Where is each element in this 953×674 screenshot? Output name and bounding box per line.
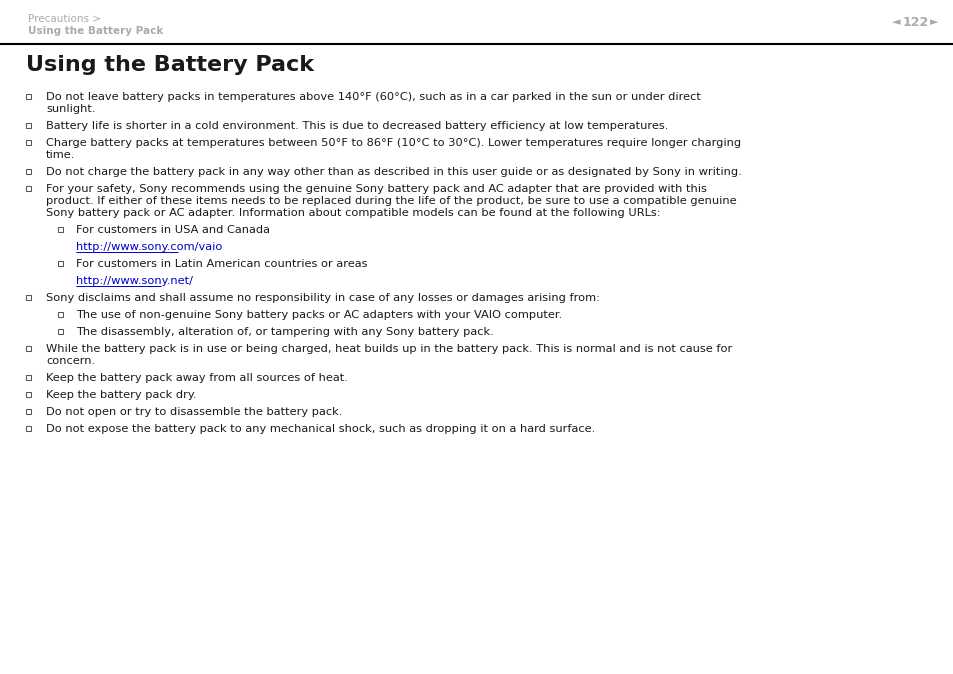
Text: Keep the battery pack dry.: Keep the battery pack dry. bbox=[46, 390, 196, 400]
Text: http://www.sony.com/vaio: http://www.sony.com/vaio bbox=[76, 242, 222, 252]
Text: sunlight.: sunlight. bbox=[46, 104, 95, 114]
Text: The use of non-genuine Sony battery packs or AC adapters with your VAIO computer: The use of non-genuine Sony battery pack… bbox=[76, 310, 561, 320]
Text: Battery life is shorter in a cold environment. This is due to decreased battery : Battery life is shorter in a cold enviro… bbox=[46, 121, 668, 131]
Text: Precautions >: Precautions > bbox=[28, 14, 101, 24]
Text: Do not charge the battery pack in any way other than as described in this user g: Do not charge the battery pack in any wa… bbox=[46, 167, 741, 177]
Text: Do not leave battery packs in temperatures above 140°F (60°C), such as in a car : Do not leave battery packs in temperatur… bbox=[46, 92, 700, 102]
Text: For customers in Latin American countries or areas: For customers in Latin American countrie… bbox=[76, 259, 367, 269]
Bar bbox=[26, 425, 31, 431]
Text: ◄: ◄ bbox=[890, 17, 899, 27]
Text: For your safety, Sony recommends using the genuine Sony battery pack and AC adap: For your safety, Sony recommends using t… bbox=[46, 184, 706, 194]
Text: The disassembly, alteration of, or tampering with any Sony battery pack.: The disassembly, alteration of, or tampe… bbox=[76, 327, 494, 337]
Text: While the battery pack is in use or being charged, heat builds up in the battery: While the battery pack is in use or bein… bbox=[46, 344, 732, 354]
Text: concern.: concern. bbox=[46, 356, 95, 366]
Bar bbox=[58, 226, 64, 232]
Bar bbox=[26, 346, 31, 351]
Bar bbox=[26, 408, 31, 414]
Bar bbox=[58, 328, 64, 334]
Text: time.: time. bbox=[46, 150, 75, 160]
Text: http://www.sony.net/: http://www.sony.net/ bbox=[76, 276, 193, 286]
Text: Keep the battery pack away from all sources of heat.: Keep the battery pack away from all sour… bbox=[46, 373, 348, 383]
Text: Do not open or try to disassemble the battery pack.: Do not open or try to disassemble the ba… bbox=[46, 407, 342, 417]
Text: Sony battery pack or AC adapter. Information about compatible models can be foun: Sony battery pack or AC adapter. Informa… bbox=[46, 208, 659, 218]
Bar bbox=[26, 123, 31, 128]
Text: Do not expose the battery pack to any mechanical shock, such as dropping it on a: Do not expose the battery pack to any me… bbox=[46, 424, 595, 434]
Text: Using the Battery Pack: Using the Battery Pack bbox=[26, 55, 314, 75]
Text: product. If either of these items needs to be replaced during the life of the pr: product. If either of these items needs … bbox=[46, 196, 736, 206]
Text: For customers in USA and Canada: For customers in USA and Canada bbox=[76, 225, 270, 235]
Bar bbox=[26, 140, 31, 145]
Text: ►: ► bbox=[929, 17, 938, 27]
Bar bbox=[26, 295, 31, 300]
Bar bbox=[58, 311, 64, 317]
Bar bbox=[26, 392, 31, 397]
Text: Using the Battery Pack: Using the Battery Pack bbox=[28, 26, 163, 36]
Text: 122: 122 bbox=[902, 16, 928, 28]
Bar bbox=[26, 94, 31, 99]
Bar bbox=[26, 168, 31, 174]
Bar bbox=[26, 375, 31, 380]
Bar bbox=[26, 185, 31, 191]
Bar bbox=[58, 260, 64, 266]
Text: Charge battery packs at temperatures between 50°F to 86°F (10°C to 30°C). Lower : Charge battery packs at temperatures bet… bbox=[46, 138, 740, 148]
Text: Sony disclaims and shall assume no responsibility in case of any losses or damag: Sony disclaims and shall assume no respo… bbox=[46, 293, 599, 303]
